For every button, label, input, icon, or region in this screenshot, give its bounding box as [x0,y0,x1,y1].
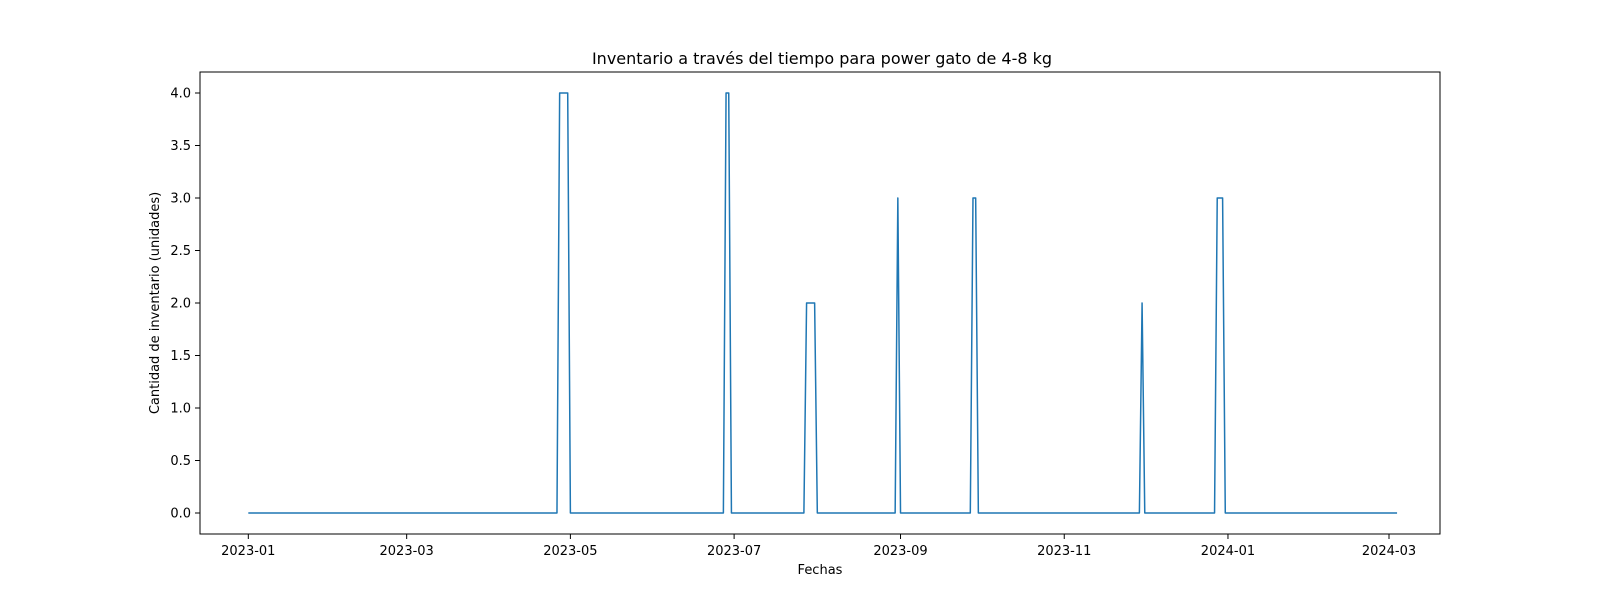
y-tick-label: 1.0 [170,402,191,417]
x-tick-label: 2024-01 [1201,544,1255,559]
y-tick-label: 2.5 [170,244,191,259]
y-tick-label: 4.0 [170,87,191,102]
x-axis: 2023-01 2023-03 2023-05 2023-07 2023-09 2023-… [221,534,1416,559]
x-axis-label: Fechas [798,563,843,578]
inventory-series-line [248,92,1398,514]
y-tick-label: 0.0 [170,507,191,522]
y-tick-label: 1.5 [170,349,191,364]
y-tick-label: 0.5 [170,454,191,469]
y-tick-label: 3.5 [170,139,191,154]
y-tick-label: 2.0 [170,297,191,312]
y-axis-label: Cantidad de inventario (unidades) [148,192,163,414]
x-tick-label: 2023-07 [707,544,761,559]
x-tick-label: 2023-09 [873,544,927,559]
y-tick-label: 3.0 [170,192,191,207]
x-tick-label: 2024-03 [1362,544,1416,559]
y-axis: 0.0 0.5 1.0 1.5 2.0 2.5 3.0 3.5 4.0 [170,87,200,522]
x-tick-label: 2023-05 [543,544,597,559]
x-tick-label: 2023-01 [221,544,275,559]
chart-title: Inventario a través del tiempo para powe… [592,49,1052,68]
x-tick-label: 2023-03 [380,544,434,559]
x-tick-label: 2023-11 [1037,544,1091,559]
plot-area [199,71,1441,535]
